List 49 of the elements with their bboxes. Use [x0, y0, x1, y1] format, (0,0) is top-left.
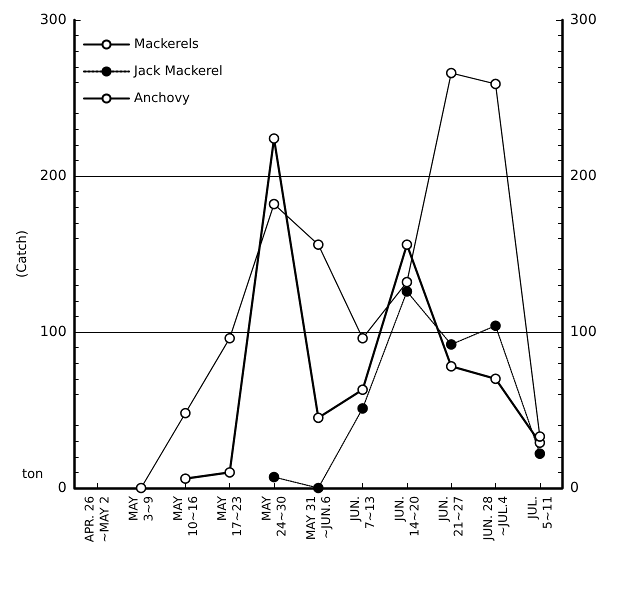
point [490, 374, 501, 384]
x-tick-label: JUN. 21~27 [436, 496, 466, 537]
point [357, 384, 368, 395]
x-tick-label: MAY 3~9 [126, 495, 156, 522]
point [490, 78, 501, 90]
x-tick-label: MAY 17~23 [215, 495, 244, 537]
x-tick-label: MAY 31 ~JUN.6 [304, 496, 333, 540]
point [446, 339, 456, 350]
point [402, 276, 412, 288]
x-tick-label: APR. 26 ~MAY 2 [82, 496, 112, 542]
y2-tick-label: 200 [570, 168, 597, 184]
x-tick-label: JUN. 7~13 [348, 496, 378, 529]
legend-label: Anchovy [134, 91, 190, 106]
text: ton [22, 467, 44, 482]
point [446, 68, 456, 78]
y2-tick-label: 0 [570, 480, 579, 496]
point [268, 133, 280, 144]
y-tick-label: 0 [58, 480, 67, 496]
point [268, 198, 280, 210]
y2-tick-label: 300 [570, 12, 597, 28]
point [357, 332, 368, 344]
point [180, 473, 191, 484]
point [446, 361, 456, 372]
point [180, 408, 191, 418]
point [490, 320, 501, 332]
point [402, 286, 412, 297]
point [534, 448, 546, 459]
x-tick-label: JUN. 28 ~JUL.4 [481, 496, 510, 542]
y-tick-label: 100 [40, 324, 67, 340]
y-tick-label: 300 [40, 12, 67, 28]
point [313, 412, 324, 424]
point [313, 482, 324, 494]
point [136, 482, 146, 494]
y-axis-title: (Catch) [15, 230, 30, 278]
y-tick-label: 200 [40, 168, 67, 184]
point [534, 431, 546, 442]
legend-label: Mackerels [134, 37, 200, 52]
x-tick-label: JUN. 14~20 [392, 496, 422, 537]
x-tick-label: JUL. 5~11 [525, 496, 554, 529]
point [357, 403, 368, 414]
x-tick-label: MAY 10~16 [170, 495, 200, 537]
point [224, 332, 235, 344]
legend-label: Jack Mackerel [133, 64, 223, 79]
point [268, 472, 280, 482]
x-tick-label: MAY 24~30 [260, 495, 289, 537]
point [313, 239, 324, 250]
point [224, 467, 235, 478]
y2-tick-label: 100 [570, 324, 597, 340]
point [402, 239, 412, 250]
